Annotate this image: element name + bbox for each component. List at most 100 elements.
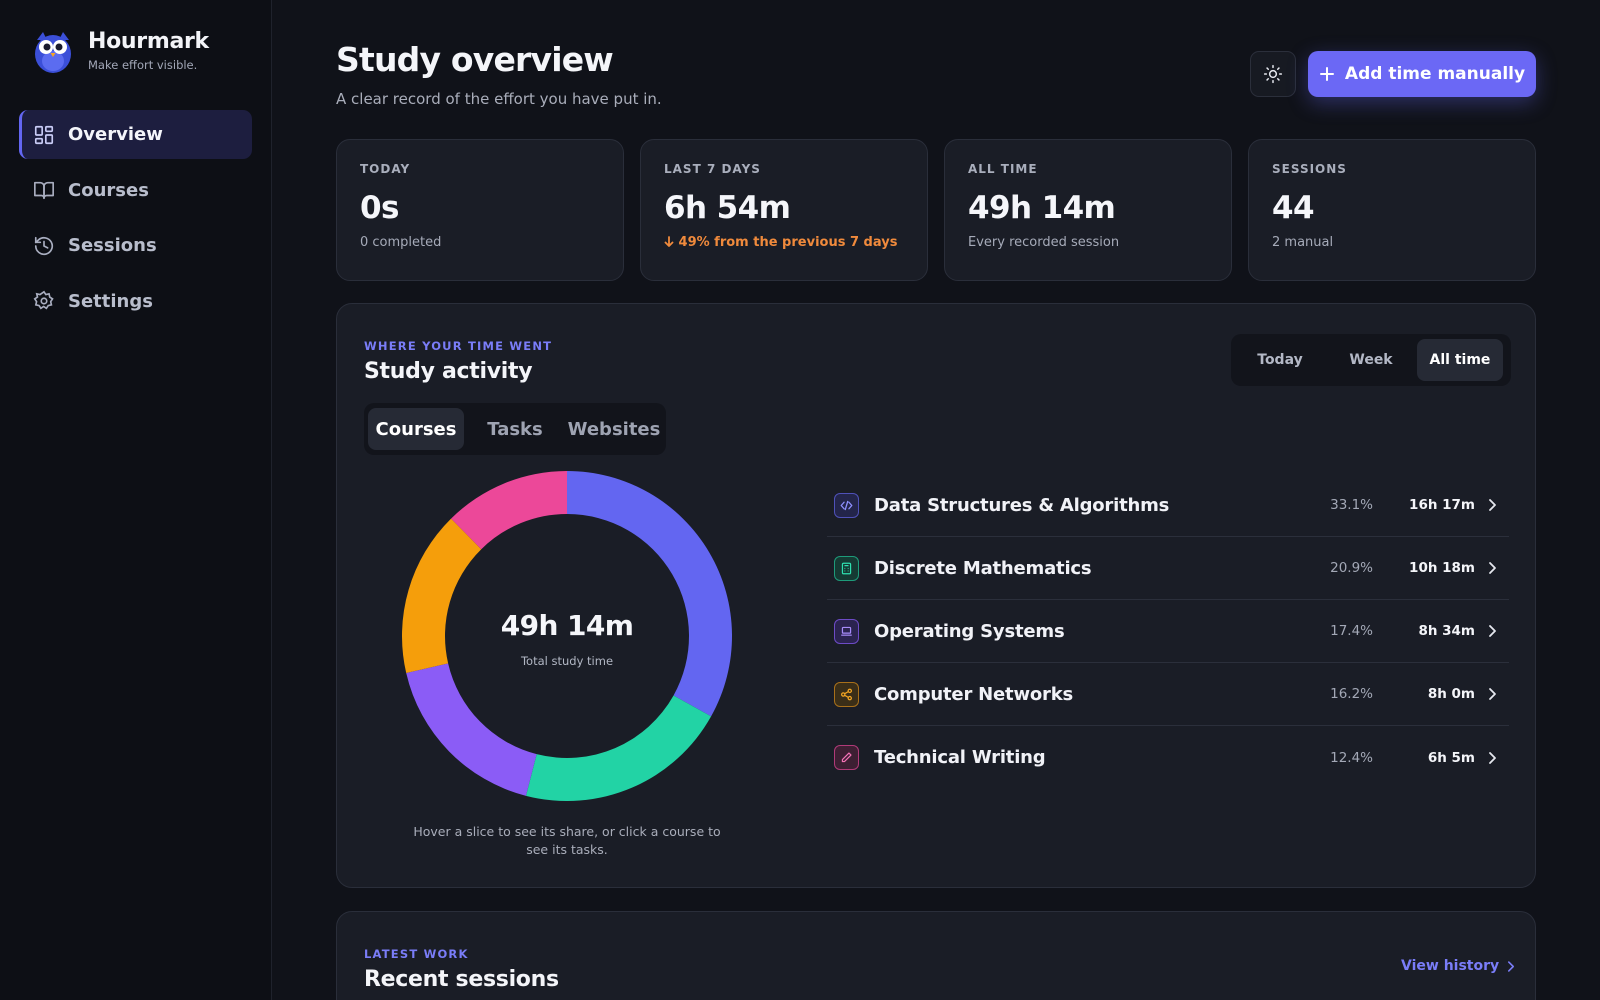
donut-slice-5[interactable] xyxy=(451,471,567,550)
sidebar-item-overview[interactable]: Overview xyxy=(19,110,252,159)
brand-tagline: Make effort visible. xyxy=(88,58,198,73)
stat-note: 2 manual xyxy=(1272,235,1334,250)
sun-icon xyxy=(1263,64,1283,84)
course-name: Computer Networks xyxy=(874,683,1074,705)
gear-icon xyxy=(33,290,54,310)
stat-value: 0s xyxy=(360,190,399,226)
stat-note: 0 completed xyxy=(360,235,442,250)
view-history-link[interactable]: View history xyxy=(1401,958,1515,974)
stat-note: 49% from the previous 7 days xyxy=(678,235,898,250)
owl-logo-icon xyxy=(35,32,71,73)
pen-icon xyxy=(834,745,859,770)
course-percent: 20.9% xyxy=(1330,560,1373,576)
course-percent: 33.1% xyxy=(1330,497,1373,513)
book-icon xyxy=(34,181,54,200)
course-name: Technical Writing xyxy=(874,747,1046,768)
stat-label: SESSIONS xyxy=(1272,162,1347,176)
donut-caption: Total study time xyxy=(520,654,614,668)
course-duration: 6h 5m xyxy=(1427,749,1475,766)
laptop-icon xyxy=(834,618,859,644)
tab-courses[interactable]: Courses xyxy=(368,408,464,450)
sidebar-item-label: Settings xyxy=(68,290,153,312)
breakdown-tabs: Courses Tasks Websites xyxy=(364,403,666,455)
chevron-right-icon xyxy=(1508,960,1515,972)
stat-card-all-time: ALL TIME 49h 14m Every recorded session xyxy=(944,139,1232,281)
course-percent: 17.4% xyxy=(1330,623,1373,639)
stat-note: Every recorded session xyxy=(968,235,1120,250)
chevron-right-icon xyxy=(1475,561,1509,575)
stat-value: 44 xyxy=(1272,190,1315,226)
add-time-label: Add time manually xyxy=(1344,64,1526,84)
theme-toggle-button[interactable] xyxy=(1250,51,1296,97)
share-icon xyxy=(834,681,859,707)
sidebar: Hourmark Make effort visible. Overview C… xyxy=(0,0,272,1000)
course-name: Operating Systems xyxy=(874,620,1065,642)
course-name: Discrete Mathematics xyxy=(874,557,1092,579)
sidebar-item-courses[interactable]: Courses xyxy=(19,166,252,215)
add-time-button[interactable]: Add time manually xyxy=(1308,51,1536,97)
stat-label: ALL TIME xyxy=(968,162,1038,176)
course-duration: 8h 0m xyxy=(1427,686,1475,702)
code-icon xyxy=(834,492,859,518)
chart-hint: Hover a slice to see its share, or click… xyxy=(413,824,721,857)
course-name: Data Structures & Algorithms xyxy=(874,494,1170,516)
stat-card-today: TODAY 0s 0 completed xyxy=(336,139,624,281)
stat-trend: 49% from the previous 7 days xyxy=(664,235,904,250)
sidebar-item-sessions[interactable]: Sessions xyxy=(19,221,252,270)
sidebar-item-settings[interactable]: Settings xyxy=(19,277,252,326)
donut-slice-4[interactable] xyxy=(402,518,482,674)
course-row-operating-systems[interactable]: Operating Systems 17.4% 8h 34m xyxy=(827,600,1509,663)
brand[interactable]: Hourmark Make effort visible. xyxy=(32,28,209,74)
course-duration: 8h 34m xyxy=(1418,623,1475,639)
course-donut-chart xyxy=(402,471,732,801)
sidebar-nav: Overview Courses Sessions Settings xyxy=(19,110,252,332)
section-title: Recent sessions xyxy=(364,967,559,992)
stat-card-last-7-days: LAST 7 DAYS 6h 54m 49% from the previous… xyxy=(640,139,928,281)
section-eyebrow: LATEST WORK xyxy=(364,947,469,961)
chevron-right-icon xyxy=(1475,498,1509,512)
page-subtitle: A clear record of the effort you have pu… xyxy=(336,90,662,108)
sidebar-item-label: Courses xyxy=(68,179,149,201)
stat-card-sessions: SESSIONS 44 2 manual xyxy=(1248,139,1536,281)
history-icon xyxy=(34,236,54,255)
range-selector: Today Week All time xyxy=(1231,334,1511,386)
study-activity-panel: WHERE YOUR TIME WENT Study activity Toda… xyxy=(336,303,1536,888)
chevron-right-icon xyxy=(1475,751,1509,765)
course-percent: 16.2% xyxy=(1330,686,1373,702)
range-today[interactable]: Today xyxy=(1257,352,1303,368)
section-title: Study activity xyxy=(364,359,533,384)
stat-value: 49h 14m xyxy=(968,190,1116,226)
brand-name: Hourmark xyxy=(88,28,209,54)
tab-websites[interactable]: Websites xyxy=(567,418,661,440)
donut-total: 49h 14m xyxy=(500,609,634,642)
course-row-discrete-math[interactable]: Discrete Mathematics 20.9% 10h 18m xyxy=(827,537,1509,600)
plus-icon xyxy=(1319,67,1334,81)
tab-tasks[interactable]: Tasks xyxy=(487,418,543,440)
recent-sessions-panel: LATEST WORK Recent sessions View history xyxy=(336,911,1536,1000)
course-duration: 10h 18m xyxy=(1409,560,1475,576)
arrow-down-icon xyxy=(664,236,674,247)
sidebar-item-label: Sessions xyxy=(68,235,157,256)
grid-icon xyxy=(34,125,54,144)
donut-slice-2[interactable] xyxy=(525,695,712,801)
course-duration: 16h 17m xyxy=(1409,497,1475,513)
sidebar-item-label: Overview xyxy=(68,124,163,145)
course-percent: 12.4% xyxy=(1330,749,1373,766)
course-row-computer-networks[interactable]: Computer Networks 16.2% 8h 0m xyxy=(827,663,1509,726)
stat-label: LAST 7 DAYS xyxy=(664,162,761,176)
range-week[interactable]: Week xyxy=(1349,352,1393,368)
course-row-technical-writing[interactable]: Technical Writing 12.4% 6h 5m xyxy=(827,726,1509,789)
section-eyebrow: WHERE YOUR TIME WENT xyxy=(364,339,553,353)
page-title: Study overview xyxy=(336,40,614,79)
chevron-right-icon xyxy=(1475,624,1509,638)
stat-label: TODAY xyxy=(360,162,411,176)
donut-slice-3[interactable] xyxy=(406,663,537,796)
donut-slice-1[interactable] xyxy=(567,471,732,717)
course-row-data-structures[interactable]: Data Structures & Algorithms 33.1% 16h 1… xyxy=(827,474,1509,537)
range-all-time[interactable]: All time xyxy=(1417,339,1503,381)
chevron-right-icon xyxy=(1475,687,1509,701)
calculator-icon xyxy=(834,555,859,581)
stat-value: 6h 54m xyxy=(664,190,791,226)
view-history-label: View history xyxy=(1401,958,1500,974)
course-list: Data Structures & Algorithms 33.1% 16h 1… xyxy=(827,474,1509,789)
